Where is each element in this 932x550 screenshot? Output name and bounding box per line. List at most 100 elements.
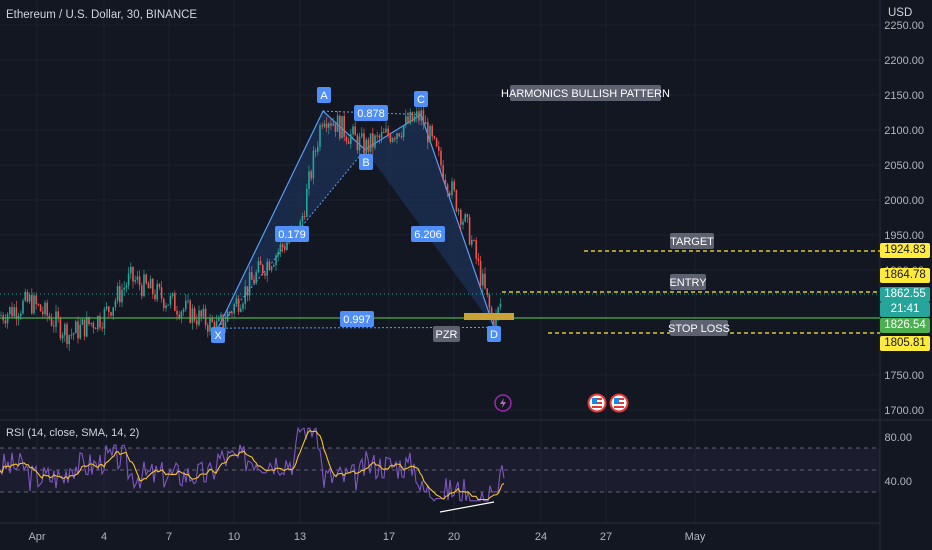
time-axis[interactable]: Apr 4 7 10 13 17 20 24 27 May [28,531,705,543]
candle-body [108,306,110,313]
candle-body [365,139,367,155]
candle-body [275,255,277,265]
candle-body [286,242,288,250]
symbol-title[interactable]: Ethereum / U.S. Dollar, 30, BINANCE [6,9,198,21]
candle-body [387,128,389,136]
candle-body [92,322,95,328]
candle-body [471,239,473,245]
candle-body [158,284,161,288]
candle-body [493,316,495,336]
candle-body [187,300,189,302]
pattern-point-d: D [490,329,498,341]
candle-body [193,308,196,321]
candle-body [484,273,486,289]
candle-body [413,116,416,122]
target-label-bg [670,233,714,249]
lightning-icon[interactable] [494,394,512,412]
candle-body [497,307,499,315]
candle-body [15,307,18,319]
candle-body [479,260,482,286]
candle-body [77,321,79,339]
pattern-point-a-bg [317,87,331,103]
candle-body [72,333,75,335]
price-axis-label: 2150.00 [884,90,924,102]
candle-body [22,300,24,314]
candle-body [277,251,279,256]
candle-body [134,280,136,282]
candlestick-series [0,103,502,351]
candle-body [143,274,145,297]
candle-body [211,317,213,323]
candle-body [207,325,209,332]
candle-body [86,316,88,337]
price-axis-label: 2000.00 [884,195,924,207]
candle-body [341,116,343,139]
pattern-point-b-bg [359,154,373,170]
candle-body [57,311,59,319]
candle-body [427,122,429,143]
candle-body [301,216,304,222]
candle-body [418,111,420,121]
candle-body [466,214,469,218]
candle-body [380,132,383,138]
candle-body [202,308,205,317]
candle-body [75,321,77,334]
candle-body [237,298,240,312]
us-flag-icon[interactable] [587,393,607,413]
candle-body [354,126,356,136]
candle-body [48,315,51,319]
time-axis-label: Apr [28,531,45,543]
pattern-triangle-bcd [365,114,494,328]
pattern-title-label-bg [510,85,661,101]
candle-body [167,304,169,306]
candle-body [138,276,141,286]
candle-body [191,308,194,323]
candle-body [156,284,158,300]
candle-body [240,308,242,312]
candle-body [411,112,414,122]
candle-body [328,123,330,128]
candle-body [420,110,422,121]
candle-body [486,288,488,295]
candle-body [253,279,255,283]
rsi-indicator-title[interactable]: RSI (14, close, SMA, 14, 2) [6,427,140,439]
us-flag-icon[interactable] [609,393,629,413]
candle-body [224,321,227,328]
harmonic-pattern[interactable] [217,110,495,329]
candle-body [488,294,491,308]
candle-body [317,146,319,152]
candle-body [270,266,273,271]
candle-body [68,335,70,345]
candle-body [257,261,260,273]
candle-body [39,304,42,312]
candle-body [314,150,317,152]
ratio-label-bg [275,226,309,242]
candle-body [394,138,396,140]
candle-body [460,209,462,225]
price-axis[interactable]: 2250.00 2200.00 2150.00 2100.00 2050.00 2000.… [884,20,924,417]
candle-body [222,314,224,328]
pzr-zone[interactable] [464,313,514,320]
candle-body [110,312,112,316]
candle-body [59,318,62,339]
pattern-point-b: B [362,157,369,169]
candle-body [259,261,262,265]
candle-body [103,309,106,329]
candle-body [123,287,125,290]
candle-body [402,125,405,137]
ratio-label: 0.878 [357,108,385,120]
ratio-label: 0.179 [278,229,306,241]
candle-body [61,335,64,339]
candle-body [66,324,68,345]
candle-body [369,133,372,152]
candle-body [396,133,398,139]
currency-label[interactable]: USD [888,7,913,19]
candle-body [398,133,400,137]
time-axis-label: 13 [294,531,306,543]
candle-body [112,307,114,316]
candle-body [400,136,403,138]
candle-body [372,133,374,148]
horizontal-levels[interactable] [0,250,880,334]
candle-body [433,136,436,139]
